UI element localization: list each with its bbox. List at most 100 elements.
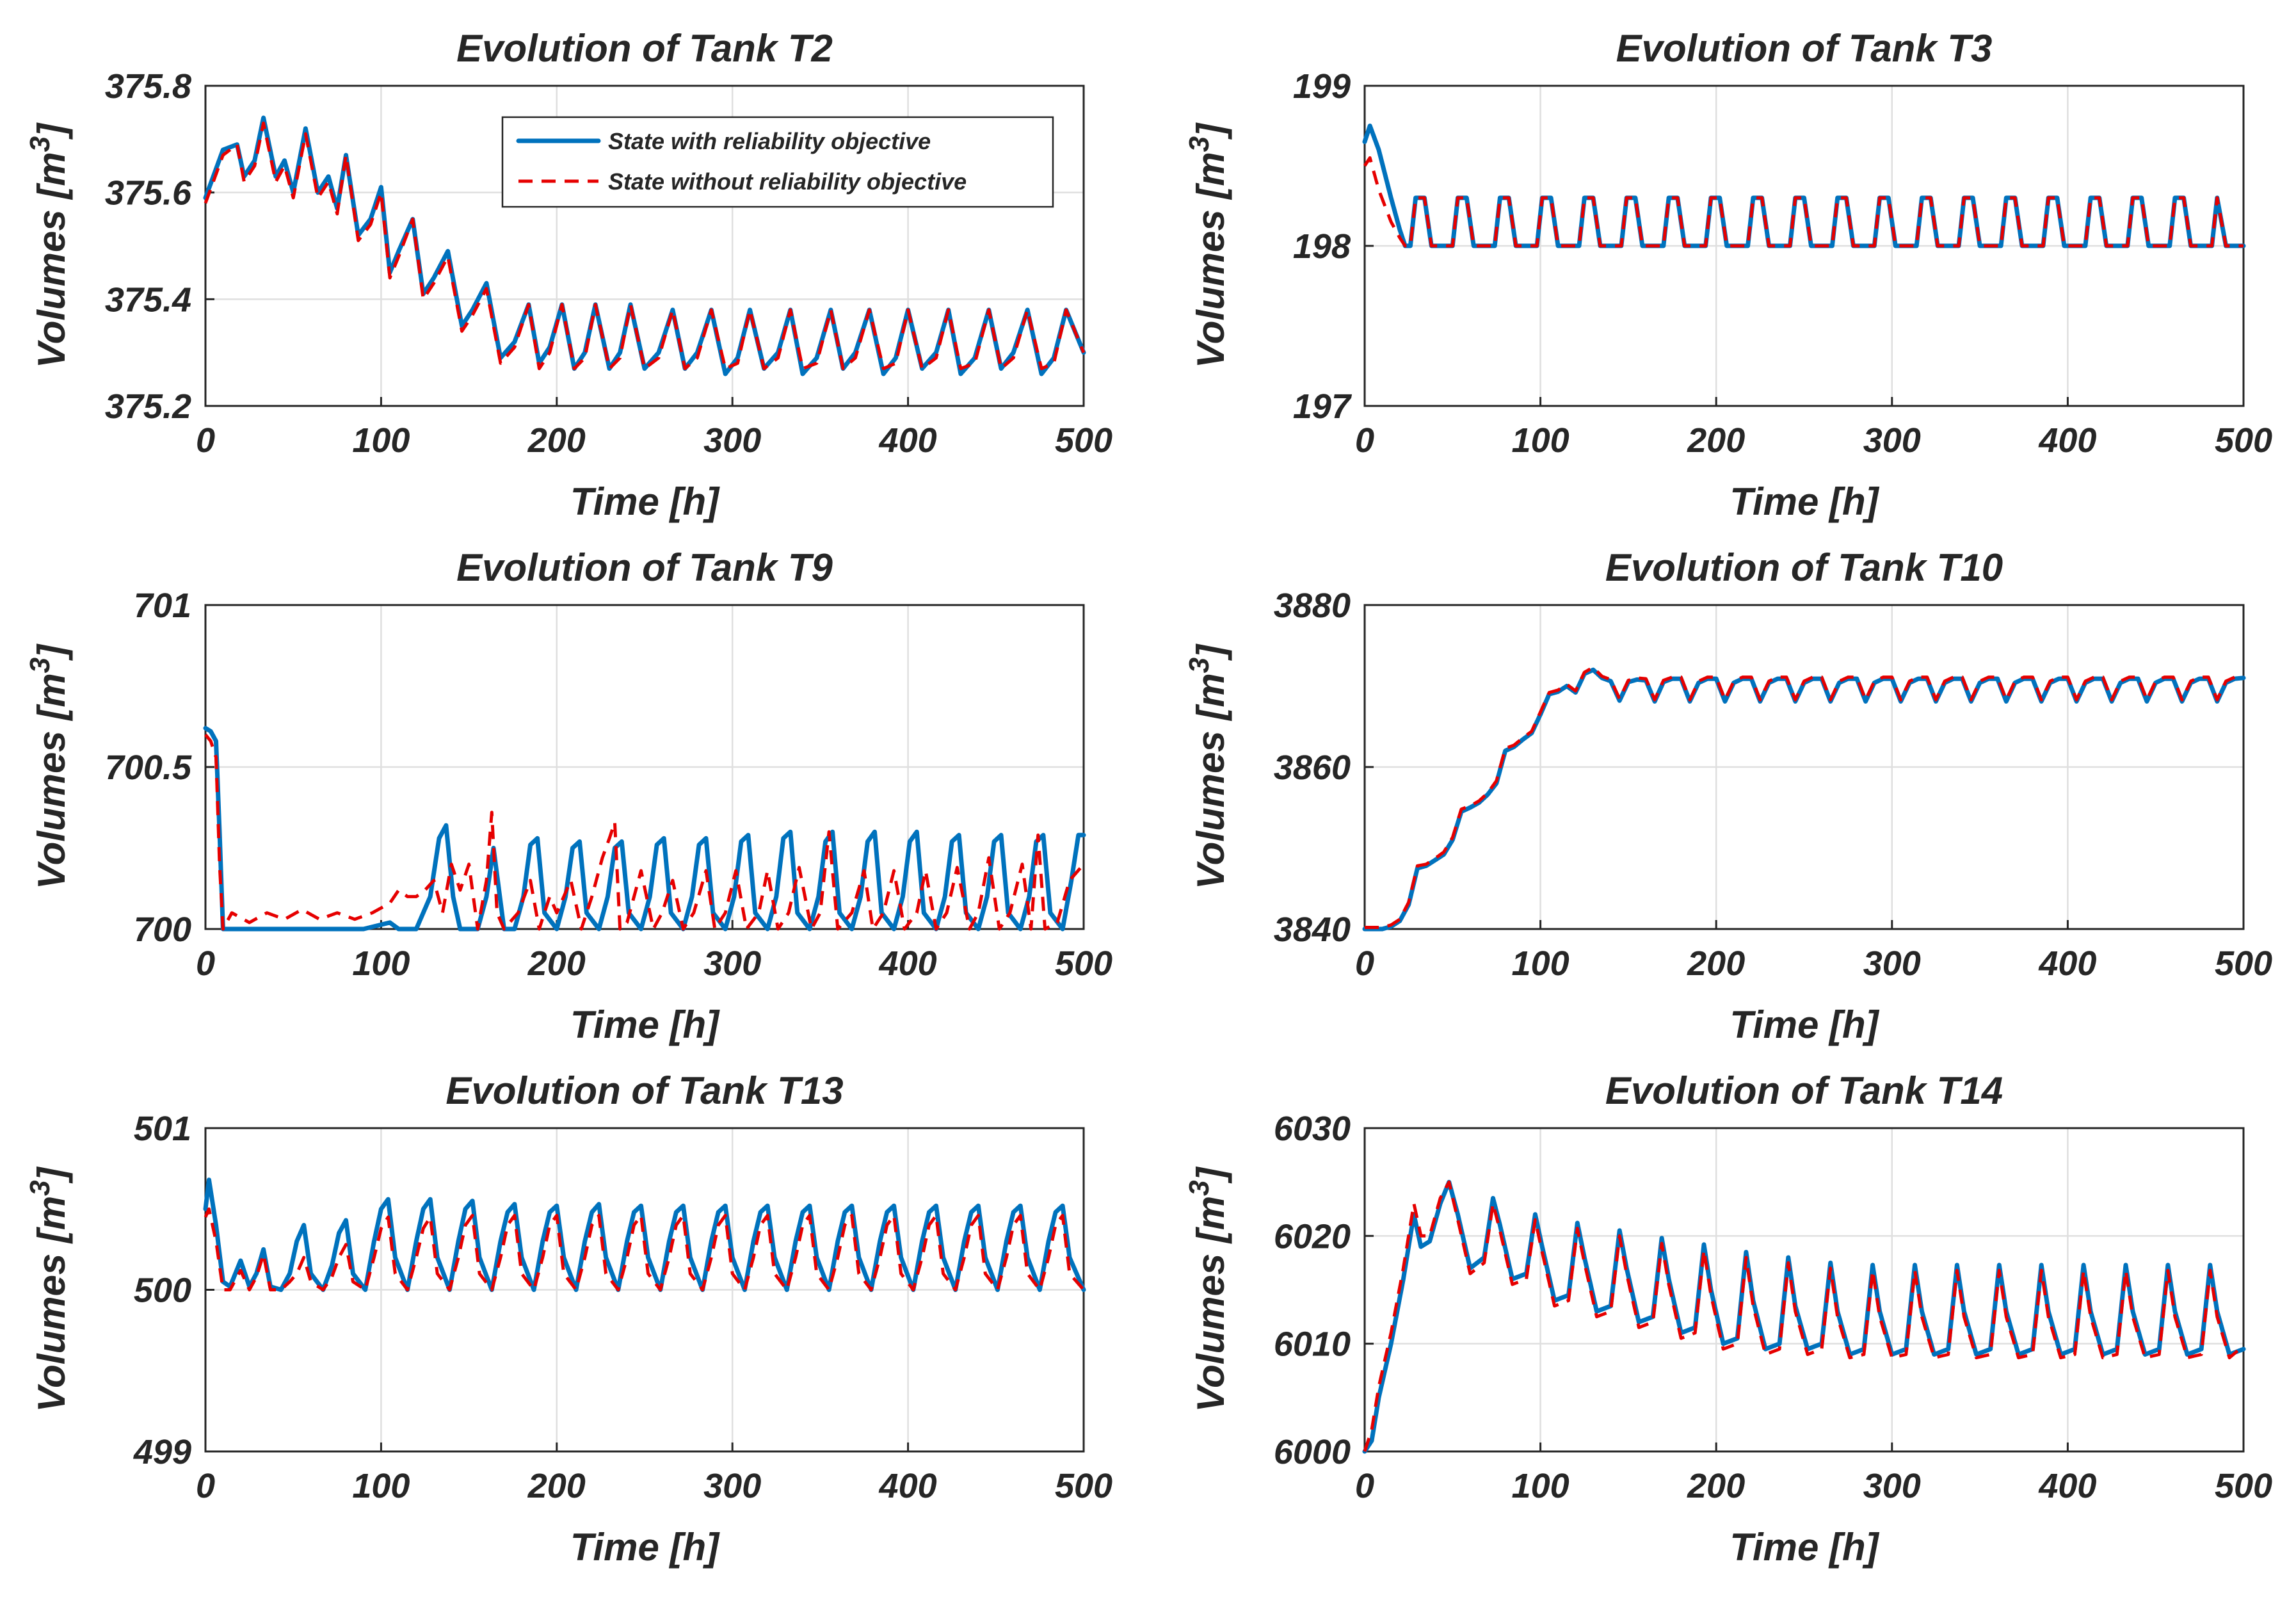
y-axis-label: Volumes [m3] (1184, 643, 1232, 889)
x-tick-label: 200 (1687, 944, 1745, 983)
subplot-2: 0 100 200 300 400 500 197 198 199 Evolution of Ta… (1184, 27, 2272, 523)
x-tick-label: 400 (2038, 1467, 2096, 1505)
y-axis-label-text: Volumes [m (1189, 673, 1232, 889)
series-line-without-reliability (1363, 1180, 2245, 1452)
plot-frame (204, 85, 1085, 407)
x-axis-label: Time [h] (570, 480, 720, 523)
legend-label-without-reliability: State without reliability objective (608, 168, 967, 195)
x-tick-label: 300 (703, 421, 761, 460)
y-tick-label: 6000 (1274, 1433, 1351, 1471)
y-axis-label-text: Volumes [m (1189, 1196, 1232, 1412)
subplot-6: 0 100 200 300 400 500 6000 6010 6020 6030 Evolutio… (1184, 1069, 2272, 1569)
series-line-without-reliability (204, 121, 1086, 371)
x-tick-label: 200 (527, 1467, 586, 1505)
x-tick-label: 0 (1355, 1467, 1374, 1505)
x-tick-label: 0 (1355, 421, 1374, 460)
y-tick-label: 701 (134, 586, 191, 625)
legend-label-with-reliability: State with reliability objective (608, 128, 931, 154)
y-tick-label: 375.4 (105, 280, 191, 319)
x-tick-label: 0 (196, 421, 215, 460)
x-tick-label: 0 (1355, 944, 1374, 983)
x-axis-label: Time [h] (1730, 1003, 1879, 1046)
y-tick-label: 198 (1293, 227, 1351, 266)
x-axis-label: Time [h] (1730, 480, 1879, 523)
series-line-without-reliability (1363, 156, 2244, 248)
y-tick-label: 197 (1293, 387, 1353, 426)
y-tick-label: 501 (134, 1110, 191, 1148)
x-tick-label: 100 (352, 1467, 410, 1505)
x-axis-label: Time [h] (570, 1003, 720, 1046)
subplot-3: 0 100 200 300 400 500 700 700.5 701 Evolution of … (24, 546, 1112, 1046)
subplot-5: 0 100 200 300 400 500 499 500 501 Evolution of Ta… (24, 1069, 1112, 1569)
y-axis-label-superscript: 3 (1184, 658, 1215, 673)
x-tick-label: 500 (1055, 944, 1112, 983)
series-line-with-reliability (203, 725, 1086, 932)
y-axis-label-superscript: 3 (1184, 136, 1215, 152)
y-tick-label: 500 (134, 1272, 191, 1310)
y-tick-label: 700.5 (105, 748, 192, 787)
x-tick-label: 100 (1512, 944, 1569, 983)
plot-area (1363, 1127, 2245, 1453)
series-line-without-reliability (1365, 665, 2244, 929)
y-tick-label: 6010 (1274, 1325, 1351, 1364)
x-tick-label: 300 (703, 1467, 761, 1505)
x-tick-label: 500 (1055, 1467, 1112, 1505)
chart-title: Evolution of Tank T14 (1605, 1069, 2003, 1112)
x-tick-label: 400 (879, 1467, 937, 1505)
y-tick-label: 375.8 (105, 67, 191, 106)
x-tick-label: 400 (879, 944, 937, 983)
x-tick-label: 500 (2215, 1467, 2272, 1505)
y-axis-label-superscript: 3 (1184, 1180, 1215, 1195)
x-tick-label: 500 (2215, 944, 2272, 983)
x-tick-label: 100 (352, 421, 410, 460)
y-tick-label: 499 (133, 1433, 191, 1471)
y-tick-label: 3860 (1274, 748, 1351, 787)
x-tick-label: 500 (2215, 421, 2272, 460)
y-axis-label-superscript: 3 (24, 658, 56, 673)
y-tick-label: 375.2 (105, 387, 191, 426)
series-line-without-reliability (204, 733, 1085, 931)
y-axis-label-superscript: 3 (24, 1180, 56, 1195)
y-tick-label: 6020 (1274, 1217, 1351, 1256)
y-axis-label-text: Volumes [m (30, 152, 73, 368)
x-tick-label: 200 (1687, 1467, 1745, 1505)
x-tick-label: 300 (1863, 944, 1921, 983)
x-tick-label: 500 (1055, 421, 1112, 460)
y-tick-label: 3840 (1274, 910, 1351, 949)
y-tick-label: 3880 (1274, 586, 1351, 625)
plot-frame (1363, 604, 2245, 930)
y-tick-label: 6030 (1274, 1110, 1351, 1148)
x-tick-label: 300 (1863, 1467, 1921, 1505)
y-tick-label: 199 (1293, 67, 1351, 106)
chart-title: Evolution of Tank T3 (1616, 27, 1993, 70)
subplot-1: 0 100 200 300 400 500 375.2 375.4 375.6 375.8 Evol… (24, 27, 1112, 523)
series-line-with-reliability (203, 1177, 1086, 1292)
x-tick-label: 200 (527, 944, 586, 983)
x-tick-label: 0 (196, 1467, 215, 1505)
plot-frame (204, 604, 1085, 930)
x-tick-label: 100 (1512, 1467, 1569, 1505)
y-tick-label: 700 (134, 910, 191, 949)
y-axis-label-text: Volumes [m (30, 673, 73, 889)
y-axis-label: Volumes [m3] (24, 1166, 73, 1412)
y-axis-label: Volumes [m3] (1184, 122, 1232, 368)
y-axis-label-superscript: 3 (24, 136, 56, 152)
chart-title: Evolution of Tank T9 (456, 546, 833, 589)
x-tick-label: 100 (352, 944, 410, 983)
x-tick-label: 200 (1687, 421, 1745, 460)
y-axis-label: Volumes [m3] (24, 643, 73, 889)
x-axis-label: Time [h] (570, 1526, 720, 1569)
x-axis-label: Time [h] (1730, 1526, 1879, 1569)
x-tick-label: 200 (527, 421, 586, 460)
y-axis-label-text: Volumes [m (1189, 152, 1232, 368)
y-axis-label-text: Volumes [m (30, 1196, 73, 1412)
series-line-with-reliability (203, 115, 1086, 376)
x-tick-label: 0 (196, 944, 215, 983)
x-tick-label: 400 (2038, 944, 2096, 983)
chart-title: Evolution of Tank T10 (1605, 546, 2003, 589)
x-tick-label: 400 (879, 421, 937, 460)
x-tick-label: 400 (2038, 421, 2096, 460)
legend-box (501, 116, 1054, 208)
chart-title: Evolution of Tank T13 (446, 1069, 843, 1112)
